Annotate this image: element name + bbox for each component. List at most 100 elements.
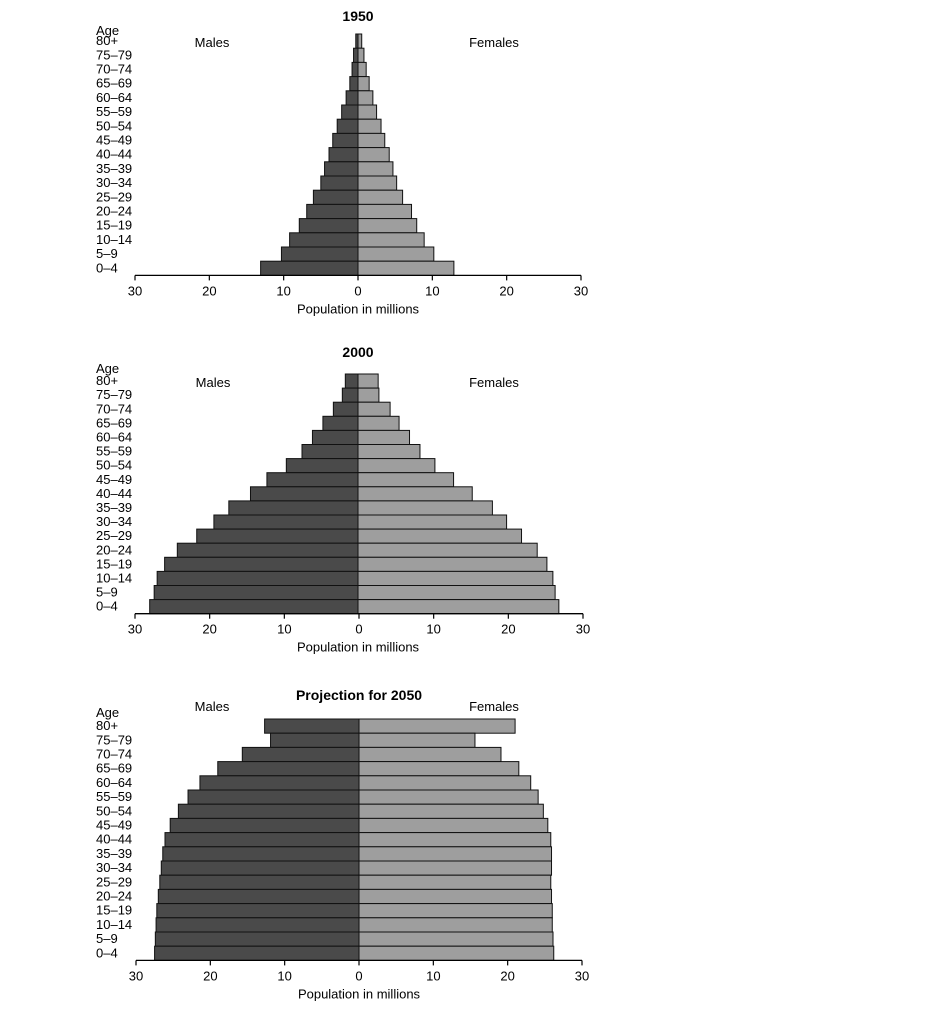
age-tick-label: 30–34 (96, 514, 132, 529)
male-bar (154, 931, 360, 947)
male-bar (344, 373, 359, 389)
male-bar (217, 761, 360, 777)
female-bar (358, 860, 553, 876)
male-bar (301, 444, 359, 460)
female-bar (357, 415, 400, 431)
x-tick-label: 10 (426, 968, 440, 983)
male-bar (332, 401, 359, 417)
female-bar (357, 147, 390, 163)
age-tick-label: 0–4 (96, 945, 118, 960)
female-bar (357, 514, 508, 530)
male-bar (154, 945, 360, 961)
age-tick-label: 25–29 (96, 874, 132, 889)
male-bar (332, 132, 359, 149)
age-tick-label: 5–9 (96, 585, 118, 600)
female-bar (358, 846, 553, 862)
x-tick-label: 20 (202, 283, 216, 298)
male-bar (196, 528, 359, 544)
female-bar (357, 570, 554, 587)
female-bar (357, 500, 493, 516)
age-tick-label: 55–59 (96, 104, 132, 119)
male-bar (149, 599, 359, 615)
chart-title: 2000 (342, 344, 373, 360)
female-bar (357, 472, 455, 488)
female-bar (358, 817, 549, 834)
male-bar (164, 556, 359, 572)
female-bar (357, 542, 538, 558)
age-tick-label: 35–39 (96, 161, 132, 176)
age-tick-label: 60–64 (96, 429, 132, 444)
age-tick-label: 65–69 (96, 761, 132, 776)
age-tick-label: 20–24 (96, 204, 132, 219)
female-bar (357, 486, 473, 502)
female-bar (357, 528, 523, 544)
x-tick-label: 20 (203, 968, 217, 983)
female-bar (358, 931, 554, 947)
male-bar (328, 147, 359, 163)
female-bar (357, 444, 421, 460)
x-tick-label: 30 (128, 622, 142, 637)
x-tick-label: 10 (277, 968, 291, 983)
age-tick-label: 75–79 (96, 732, 132, 747)
x-tick-label: 20 (499, 283, 513, 298)
age-tick-label: 80+ (96, 718, 118, 733)
age-tick-label: 65–69 (96, 415, 132, 430)
x-tick-label: 10 (276, 283, 290, 298)
x-axis-title: Population in millions (297, 640, 420, 655)
male-bar (351, 61, 359, 78)
x-axis-title: Population in millions (297, 301, 420, 316)
males-label: Males (195, 35, 230, 50)
age-tick-label: 0–4 (96, 260, 118, 275)
x-tick-label: 10 (277, 622, 291, 637)
male-bar (228, 500, 359, 516)
female-bar (357, 33, 363, 49)
male-bar (157, 888, 360, 905)
female-bar (357, 76, 370, 92)
age-tick-label: 45–49 (96, 133, 132, 148)
male-bar (249, 486, 359, 502)
males-label: Males (196, 375, 231, 390)
female-bar (358, 945, 555, 961)
male-bar (264, 718, 360, 734)
age-tick-label: 30–34 (96, 860, 132, 875)
female-bar (358, 789, 539, 805)
x-tick-label: 0 (355, 968, 362, 983)
age-tick-label: 65–69 (96, 76, 132, 91)
age-tick-label: 10–14 (96, 570, 132, 585)
female-bar (358, 761, 520, 777)
x-tick-label: 30 (575, 968, 589, 983)
male-bar (155, 917, 360, 933)
age-tick-label: 20–24 (96, 542, 132, 557)
female-bar (358, 803, 544, 819)
male-bar (199, 775, 360, 791)
pyramid-2: 2000 Age Males Females 80+75–7970–7465–6960–… (96, 344, 590, 655)
age-tick-label: 50–54 (96, 458, 132, 473)
female-bar (357, 189, 404, 205)
male-bar (312, 189, 359, 205)
age-tick-label: 60–64 (96, 90, 132, 105)
male-bar (176, 542, 359, 558)
male-bar (341, 104, 359, 120)
x-tick-label: 30 (576, 622, 590, 637)
male-bar (159, 874, 360, 890)
age-tick-label: 10–14 (96, 232, 132, 247)
age-tick-label: 35–39 (96, 500, 132, 515)
age-tick-label: 5–9 (96, 931, 118, 946)
female-bar (357, 104, 378, 120)
female-bar (357, 246, 435, 262)
males-label: Males (195, 699, 230, 714)
male-bar (160, 860, 360, 876)
female-bar (357, 203, 413, 220)
x-tick-label: 10 (425, 283, 439, 298)
male-bar (241, 746, 360, 763)
pyramid-3: Projection for 2050 Age Males Females 80+75–… (96, 687, 589, 1001)
female-bar (357, 90, 374, 106)
x-tick-label: 30 (129, 968, 143, 983)
female-bar (357, 585, 556, 601)
male-bar (349, 76, 359, 92)
female-bar (357, 61, 367, 78)
x-axis-title: Population in millions (298, 986, 421, 1001)
chart-title: 1950 (342, 8, 373, 24)
pyramid-1: 1950 Age Males Females 80+75–7970–7465–6960–… (96, 8, 588, 316)
female-bar (357, 132, 386, 149)
